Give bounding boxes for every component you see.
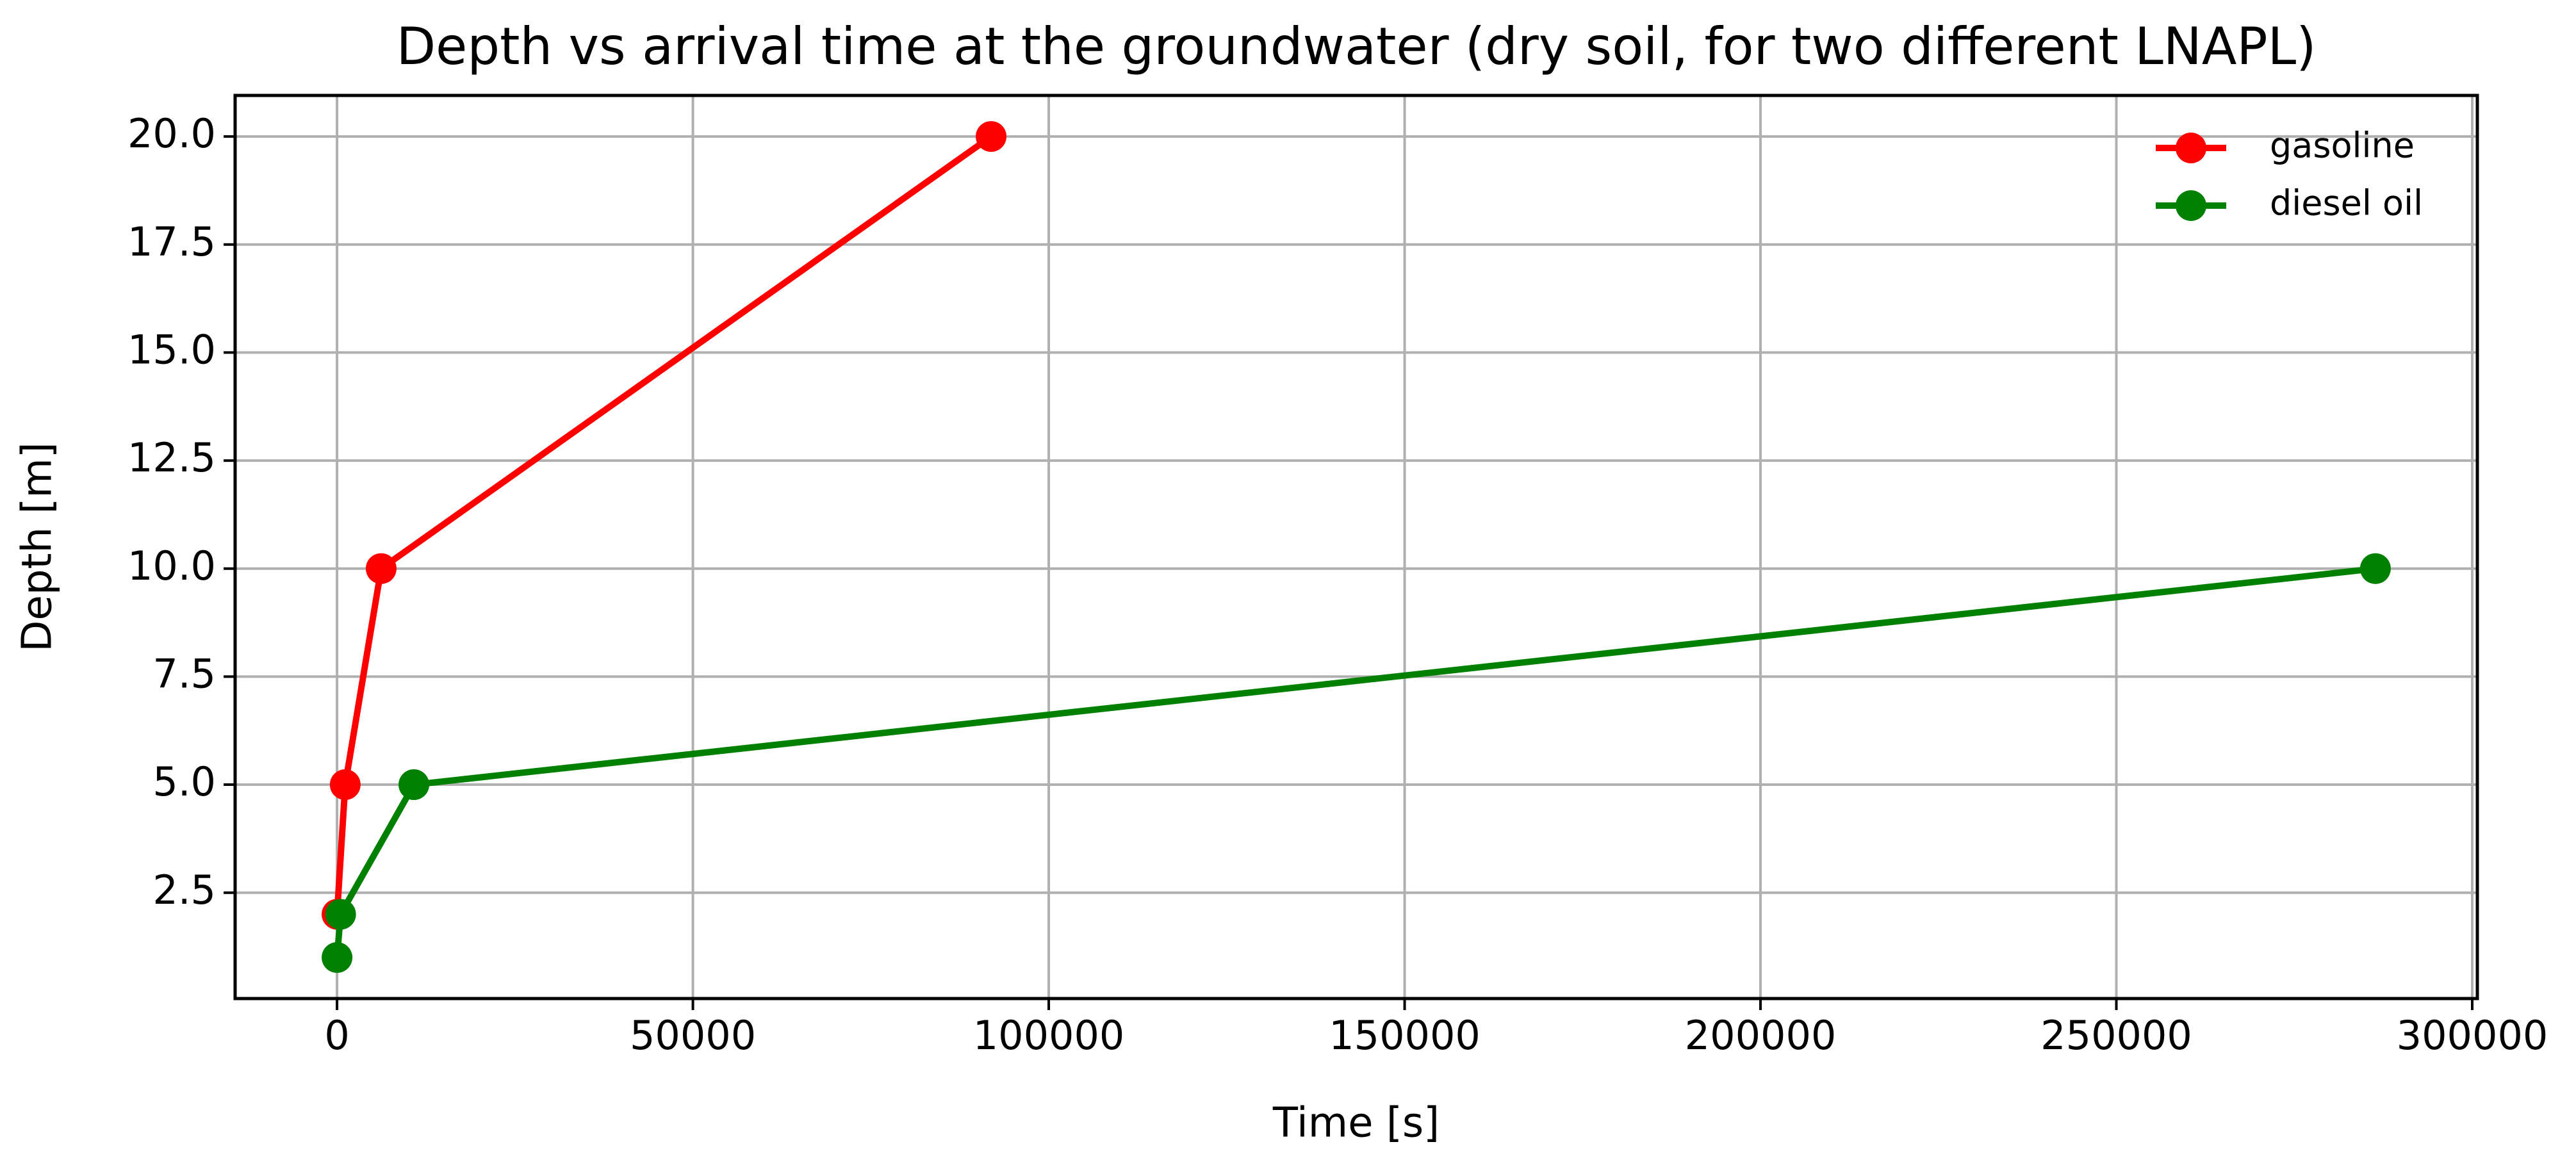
x-tick-label: 250000: [2040, 1012, 2192, 1059]
series-line: [334, 134, 993, 915]
y-tick-label: 10.0: [127, 543, 216, 589]
y-tick-label: 5.0: [152, 758, 216, 805]
y-tick-label: 7.5: [152, 650, 216, 697]
legend-label: gasoline: [2270, 126, 2415, 166]
x-tick-label: 200000: [1685, 1012, 1837, 1059]
y-tick-label: 20.0: [127, 110, 216, 157]
data-point: [322, 942, 353, 973]
data-point: [398, 769, 430, 801]
x-tick-label: 0: [324, 1012, 349, 1059]
y-tick-label: 2.5: [152, 867, 216, 913]
data-point: [325, 899, 356, 930]
data-point: [365, 553, 397, 584]
x-tick-label: 150000: [1329, 1012, 1481, 1059]
chart-title: Depth vs arrival time at the groundwater…: [397, 17, 2317, 76]
legend-marker: [2176, 133, 2206, 163]
x-tick-label: 50000: [630, 1012, 756, 1059]
legend-marker: [2176, 190, 2206, 221]
y-tick-label: 17.5: [127, 218, 216, 265]
data-point: [329, 769, 361, 801]
y-tick-label: 12.5: [127, 434, 216, 481]
data-point: [976, 121, 1007, 152]
y-axis-label: Depth [m]: [14, 442, 62, 652]
x-tick-label: 100000: [973, 1012, 1125, 1059]
data-point: [2359, 553, 2391, 584]
plot-frame: [233, 94, 2479, 1000]
x-axis-label: Time [s]: [1272, 1100, 1440, 1147]
legend-label: diesel oil: [2270, 183, 2423, 224]
y-tick-label: 15.0: [127, 327, 216, 373]
x-tick-label: 300000: [2397, 1012, 2548, 1059]
series-line: [334, 565, 2376, 958]
